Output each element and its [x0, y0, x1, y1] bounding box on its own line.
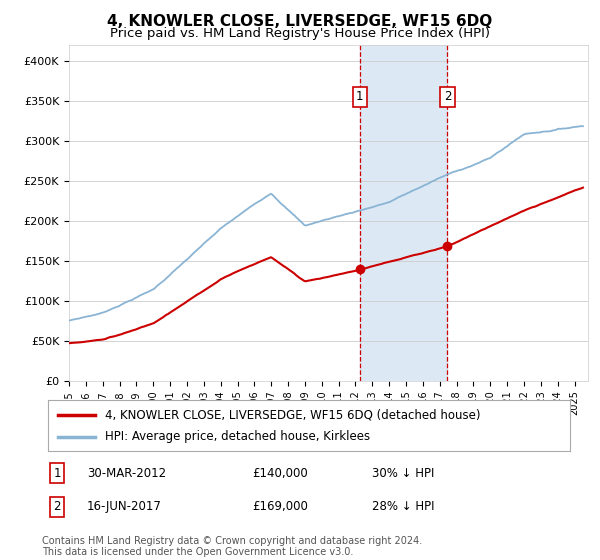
- Text: Price paid vs. HM Land Registry's House Price Index (HPI): Price paid vs. HM Land Registry's House …: [110, 27, 490, 40]
- Text: 1: 1: [53, 466, 61, 480]
- Text: 2: 2: [444, 90, 451, 103]
- Text: 16-JUN-2017: 16-JUN-2017: [87, 500, 162, 514]
- Text: 4, KNOWLER CLOSE, LIVERSEDGE, WF15 6DQ (detached house): 4, KNOWLER CLOSE, LIVERSEDGE, WF15 6DQ (…: [106, 408, 481, 421]
- Text: £169,000: £169,000: [252, 500, 308, 514]
- Bar: [359, 45, 448, 381]
- Text: 28% ↓ HPI: 28% ↓ HPI: [372, 500, 434, 514]
- Text: £140,000: £140,000: [252, 466, 308, 480]
- Text: 2: 2: [53, 500, 61, 514]
- Text: HPI: Average price, detached house, Kirklees: HPI: Average price, detached house, Kirk…: [106, 430, 371, 443]
- Text: 30-MAR-2012: 30-MAR-2012: [87, 466, 166, 480]
- Text: 1: 1: [356, 90, 364, 103]
- Text: 4, KNOWLER CLOSE, LIVERSEDGE, WF15 6DQ: 4, KNOWLER CLOSE, LIVERSEDGE, WF15 6DQ: [107, 14, 493, 29]
- Text: Contains HM Land Registry data © Crown copyright and database right 2024.
This d: Contains HM Land Registry data © Crown c…: [42, 535, 422, 557]
- Text: 30% ↓ HPI: 30% ↓ HPI: [372, 466, 434, 480]
